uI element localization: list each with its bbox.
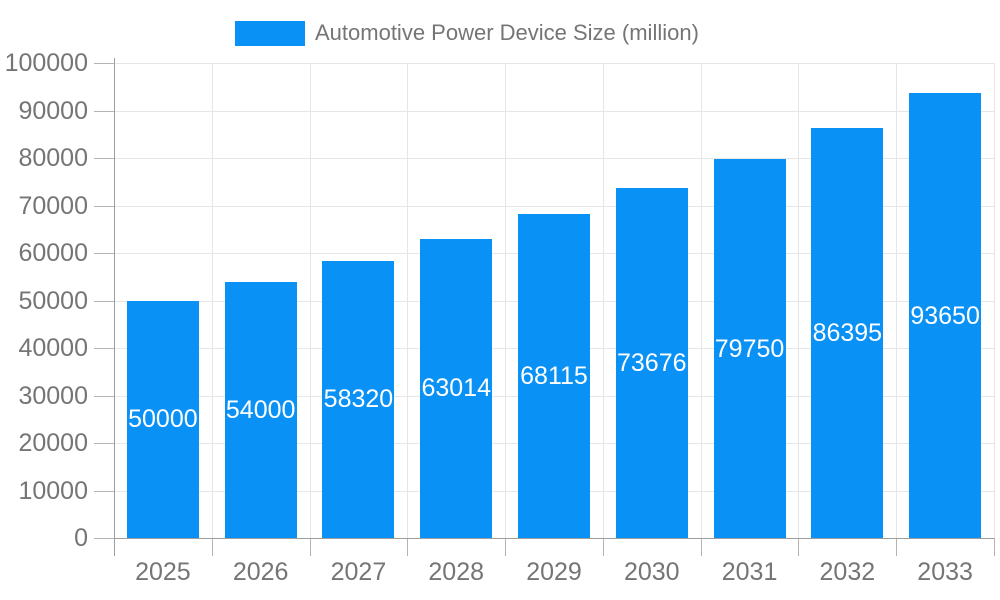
bar[interactable] bbox=[224, 281, 297, 538]
gridline-vertical bbox=[505, 63, 507, 538]
x-tick bbox=[798, 538, 800, 556]
y-tick bbox=[94, 490, 114, 492]
gridline-vertical bbox=[896, 63, 898, 538]
bar-value-label: 63014 bbox=[421, 374, 491, 403]
bar[interactable] bbox=[811, 127, 884, 538]
x-axis-label: 2025 bbox=[135, 558, 191, 586]
bar-value-label: 93650 bbox=[910, 301, 980, 330]
bar-value-label: 68115 bbox=[520, 362, 588, 391]
y-axis-label: 20000 bbox=[18, 429, 88, 457]
gridline-horizontal bbox=[114, 205, 994, 207]
x-axis-label: 2026 bbox=[232, 558, 289, 586]
x-axis-label: 2029 bbox=[526, 558, 582, 586]
y-tick bbox=[94, 348, 114, 349]
x-axis-label: 2033 bbox=[917, 558, 973, 586]
gridline-vertical bbox=[211, 63, 213, 538]
x-tick bbox=[896, 538, 898, 556]
bar[interactable] bbox=[322, 260, 395, 538]
y-axis-label: 70000 bbox=[18, 191, 88, 220]
gridline-vertical bbox=[309, 63, 311, 538]
gridline-horizontal bbox=[114, 110, 994, 112]
x-tick bbox=[994, 538, 995, 556]
y-tick bbox=[94, 395, 114, 397]
bar[interactable] bbox=[518, 214, 590, 538]
y-axis-label: 90000 bbox=[18, 96, 88, 125]
y-tick bbox=[94, 253, 114, 254]
bar[interactable] bbox=[126, 300, 199, 538]
y-axis-label: 100000 bbox=[4, 49, 88, 77]
y-axis-label: 0 bbox=[74, 524, 88, 552]
x-axis-label: 2027 bbox=[330, 558, 387, 586]
y-axis-label: 10000 bbox=[18, 476, 88, 505]
gridline-vertical bbox=[407, 63, 409, 538]
x-axis-label: 2032 bbox=[819, 558, 876, 586]
x-tick bbox=[211, 538, 213, 556]
legend[interactable]: Automotive Power Device Size (million) bbox=[235, 20, 699, 46]
x-tick bbox=[505, 538, 507, 556]
gridline-vertical bbox=[602, 63, 604, 538]
x-tick bbox=[700, 538, 702, 556]
y-axis-label: 30000 bbox=[18, 381, 88, 410]
bar-value-label: 54000 bbox=[225, 395, 296, 424]
gridline-vertical bbox=[994, 63, 995, 538]
y-tick bbox=[94, 205, 114, 207]
bar-value-label: 86395 bbox=[812, 318, 883, 347]
y-axis-label: 80000 bbox=[18, 144, 88, 172]
y-axis-label: 50000 bbox=[18, 286, 88, 315]
x-axis-line bbox=[114, 538, 994, 539]
bar-value-label: 58320 bbox=[323, 385, 394, 414]
y-tick bbox=[94, 443, 114, 444]
x-tick bbox=[309, 538, 311, 556]
gridline-horizontal bbox=[114, 63, 994, 64]
y-tick bbox=[94, 63, 114, 64]
x-tick bbox=[602, 538, 604, 556]
gridline-horizontal bbox=[114, 158, 994, 159]
y-axis-label: 60000 bbox=[18, 239, 88, 267]
gridline-vertical bbox=[700, 63, 702, 538]
bar[interactable] bbox=[713, 159, 786, 538]
legend-swatch-icon bbox=[235, 20, 305, 46]
x-axis-label: 2030 bbox=[623, 558, 680, 586]
y-tick bbox=[94, 110, 114, 112]
y-tick bbox=[94, 538, 114, 539]
x-axis-label: 2031 bbox=[721, 558, 778, 586]
bar[interactable] bbox=[909, 93, 982, 538]
bar-value-label: 50000 bbox=[128, 405, 198, 434]
x-axis-label: 2028 bbox=[428, 558, 485, 586]
bar-value-label: 73676 bbox=[617, 349, 687, 378]
y-tick bbox=[94, 300, 114, 302]
bar-value-label: 79750 bbox=[714, 334, 785, 363]
y-axis-line bbox=[114, 58, 115, 556]
y-axis-label: 40000 bbox=[18, 334, 88, 362]
legend-label: Automotive Power Device Size (million) bbox=[315, 20, 699, 45]
y-tick bbox=[94, 158, 114, 159]
gridline-vertical bbox=[798, 63, 800, 538]
bar[interactable] bbox=[615, 188, 688, 538]
x-tick bbox=[407, 538, 409, 556]
bar[interactable] bbox=[420, 238, 493, 538]
